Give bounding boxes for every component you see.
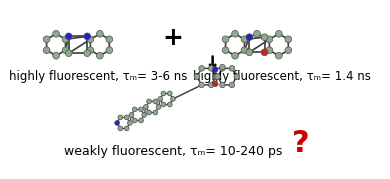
Circle shape [199,66,204,71]
Circle shape [261,49,268,56]
Circle shape [118,126,123,131]
Circle shape [115,120,119,125]
Circle shape [132,107,137,112]
Circle shape [167,102,172,107]
Circle shape [266,47,273,54]
Circle shape [106,47,113,54]
Circle shape [142,113,147,117]
Circle shape [208,66,214,71]
Circle shape [147,99,151,104]
Circle shape [213,74,219,79]
Circle shape [222,47,229,54]
Circle shape [87,47,94,54]
Circle shape [147,110,151,115]
Circle shape [96,30,103,37]
Circle shape [220,82,225,88]
Circle shape [246,49,253,56]
Circle shape [158,97,163,101]
Circle shape [241,47,248,54]
Circle shape [124,115,129,120]
Circle shape [208,82,214,88]
Circle shape [153,110,158,115]
Circle shape [53,30,59,37]
Text: highly fluorescent, τₘ= 1.4 ns: highly fluorescent, τₘ= 1.4 ns [193,70,371,83]
Circle shape [106,36,113,43]
Text: weakly fluorescent, τₘ= 10-240 ps: weakly fluorescent, τₘ= 10-240 ps [64,145,282,158]
Circle shape [246,34,253,41]
Circle shape [128,120,132,125]
Circle shape [62,36,69,43]
Circle shape [254,30,260,37]
Circle shape [275,52,282,59]
Circle shape [220,64,225,70]
Circle shape [161,102,166,107]
Circle shape [84,50,90,57]
Circle shape [220,66,225,71]
Circle shape [266,36,273,43]
Circle shape [96,52,103,59]
Circle shape [66,50,72,57]
Circle shape [43,36,50,43]
Circle shape [234,74,239,79]
Circle shape [144,105,148,109]
Circle shape [132,118,137,123]
Circle shape [129,113,134,117]
Circle shape [199,82,204,88]
Circle shape [285,47,292,54]
Circle shape [43,47,50,54]
Circle shape [232,30,238,37]
Circle shape [232,52,238,59]
Circle shape [229,82,235,88]
Circle shape [241,36,248,43]
Circle shape [118,115,123,120]
Circle shape [156,105,161,109]
Circle shape [139,118,144,123]
Circle shape [261,34,268,41]
Circle shape [194,74,200,79]
Text: ?: ? [292,129,310,158]
Circle shape [153,99,158,104]
Circle shape [213,67,218,72]
Text: +: + [162,26,183,50]
Text: highly fluorescent, τₘ= 3-6 ns: highly fluorescent, τₘ= 3-6 ns [9,70,187,83]
Circle shape [222,36,229,43]
Circle shape [87,36,94,43]
Circle shape [170,97,176,101]
Circle shape [84,33,90,40]
Circle shape [66,33,72,40]
Circle shape [167,91,172,96]
Circle shape [229,66,235,71]
Circle shape [161,91,166,96]
Circle shape [124,126,129,131]
Circle shape [139,107,144,112]
Circle shape [213,81,218,87]
Circle shape [62,47,69,54]
Circle shape [275,30,282,37]
Circle shape [53,52,59,59]
Circle shape [215,74,220,79]
Circle shape [285,36,292,43]
